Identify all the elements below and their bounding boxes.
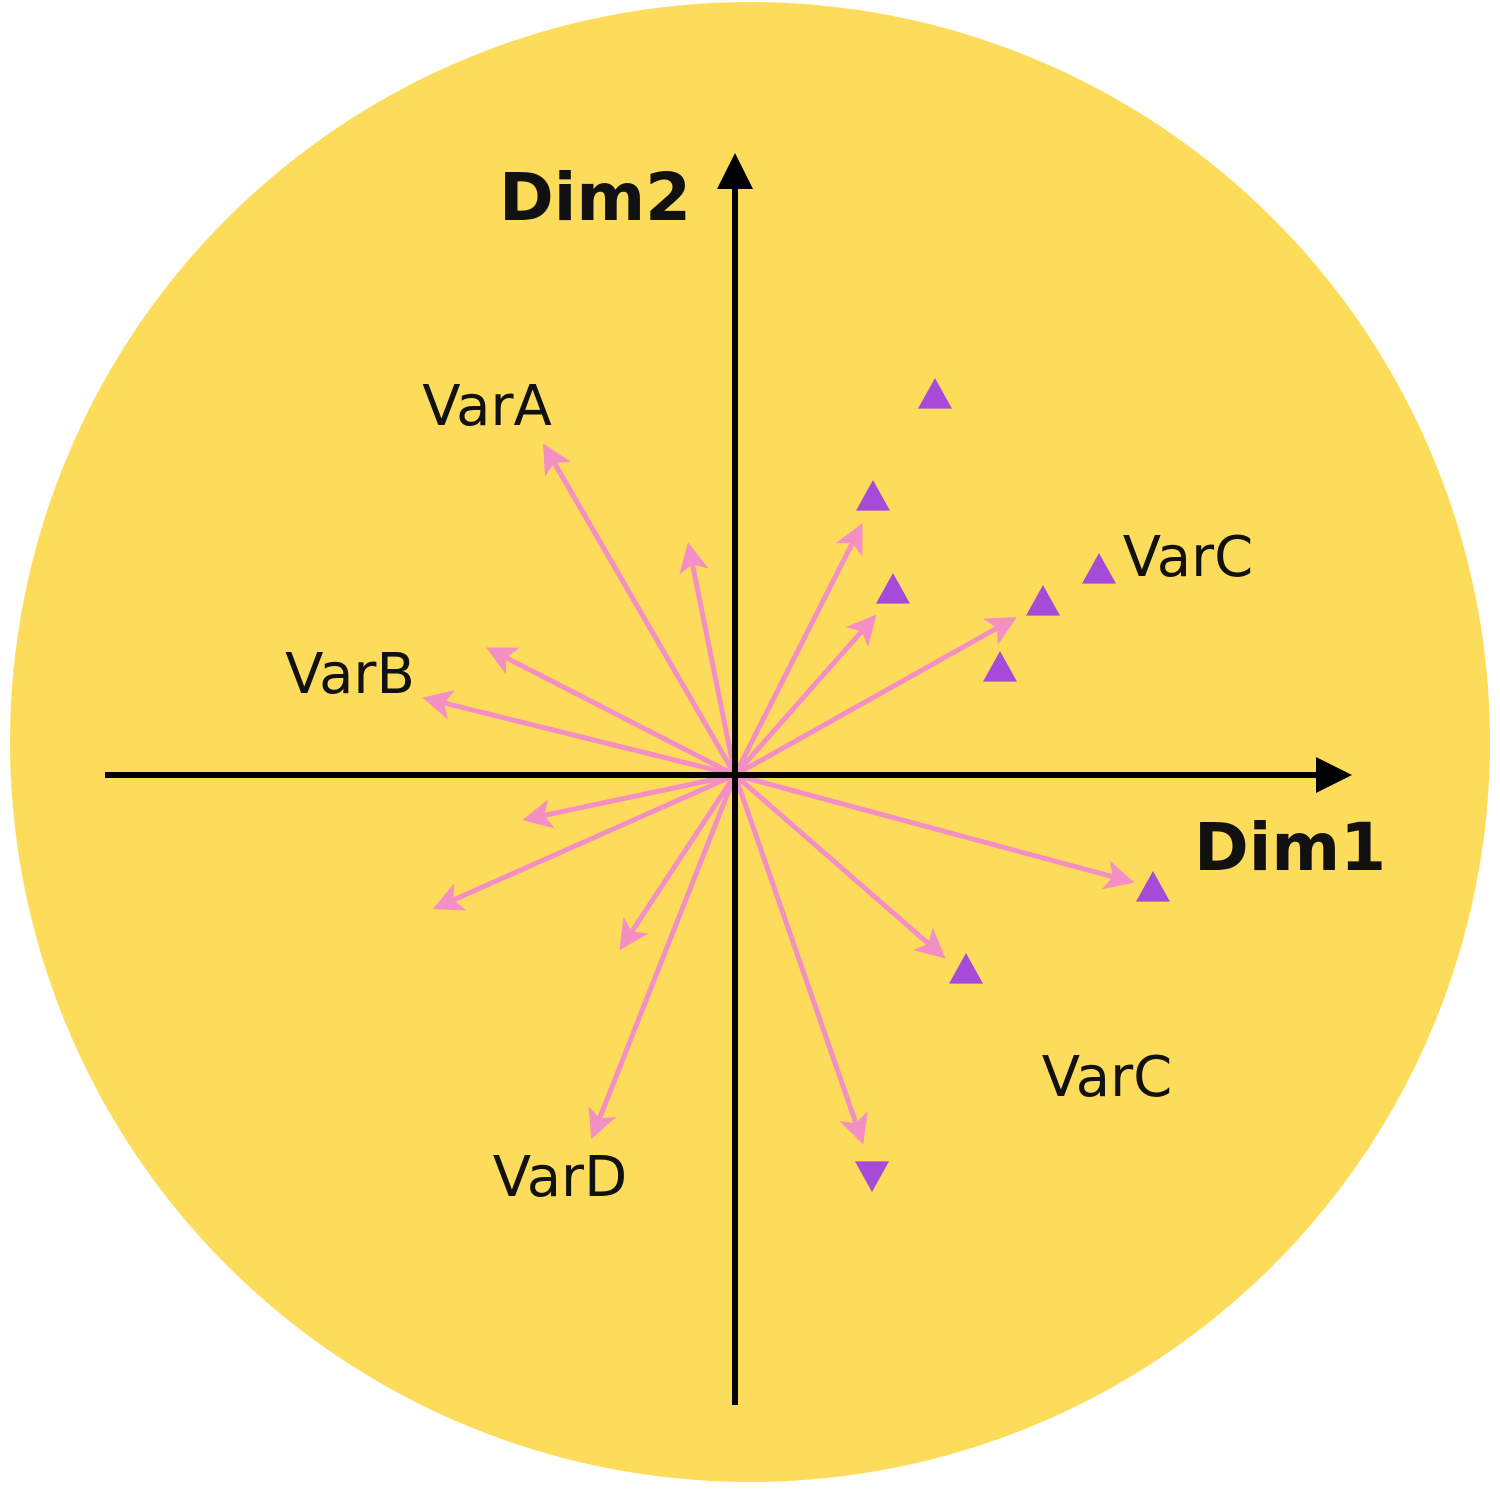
variable-arrow-2	[679, 542, 738, 776]
variable-arrow-9	[732, 774, 868, 1145]
dim2-label: Dim2	[499, 159, 691, 236]
triangle-up-marker	[983, 651, 1017, 682]
variable-arrow-6	[432, 772, 737, 911]
label-varc-lower: VarC	[1042, 1045, 1172, 1110]
variable-arrow-4	[422, 690, 736, 778]
triangle-up-marker	[1082, 553, 1116, 584]
variable-arrow-3	[486, 647, 737, 778]
triangle-down-marker	[855, 1161, 889, 1192]
observation-markers	[855, 378, 1170, 1192]
variable-arrow-10	[733, 773, 946, 959]
dim1-label: Dim1	[1194, 809, 1386, 886]
variable-arrow-7	[619, 773, 738, 951]
variable-arrow-8	[588, 774, 738, 1140]
triangle-up-marker	[949, 953, 983, 984]
variable-arrow-14	[732, 523, 863, 777]
label-varc-upper: VarC	[1123, 525, 1253, 590]
variable-arrow-12	[733, 617, 1017, 778]
label-vard: VarD	[493, 1145, 627, 1210]
variable-arrow-5	[522, 772, 736, 829]
label-varb: VarB	[285, 642, 415, 707]
triangle-up-marker	[918, 378, 952, 409]
triangle-up-marker	[876, 573, 910, 604]
triangle-up-marker	[856, 480, 890, 511]
variable-arrow-1	[542, 443, 738, 777]
variable-arrows	[422, 443, 1135, 1145]
variable-arrow-13	[733, 614, 877, 777]
label-vara: VarA	[422, 374, 552, 439]
triangle-up-marker	[1136, 871, 1170, 902]
triangle-up-marker	[1026, 585, 1060, 616]
variable-arrow-11	[734, 772, 1135, 890]
